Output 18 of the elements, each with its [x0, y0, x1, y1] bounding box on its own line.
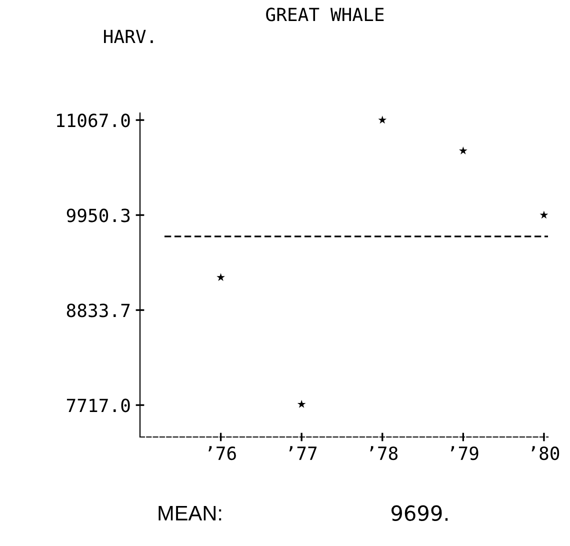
text: 9699. — [391, 505, 448, 522]
point — [458, 146, 468, 154]
y-tick-label: 7717.0 — [66, 398, 130, 412]
text: MEAN: — [158, 506, 222, 520]
x-tick-label: ’77 — [289, 446, 317, 460]
y-tick-label: 11067.0 — [57, 114, 130, 128]
chart-title: GREAT WHALE — [266, 8, 384, 22]
x-tick-label: ’78 — [370, 446, 398, 460]
point — [540, 210, 548, 219]
y-tick-label: 9950.3 — [66, 208, 130, 222]
x-tick-label: ’79 — [450, 446, 478, 460]
point — [378, 116, 387, 124]
point — [297, 400, 306, 408]
x-tick-label: ’76 — [208, 446, 236, 460]
y-axis-title: HARV. — [104, 30, 153, 44]
y-tick-label: 8833.7 — [66, 304, 130, 318]
point — [216, 273, 225, 282]
x-tick-label: ’80 — [532, 446, 560, 460]
